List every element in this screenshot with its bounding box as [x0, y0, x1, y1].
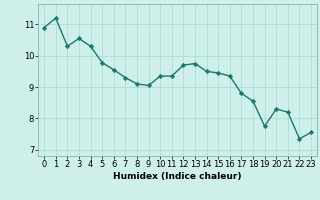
X-axis label: Humidex (Indice chaleur): Humidex (Indice chaleur): [113, 172, 242, 181]
